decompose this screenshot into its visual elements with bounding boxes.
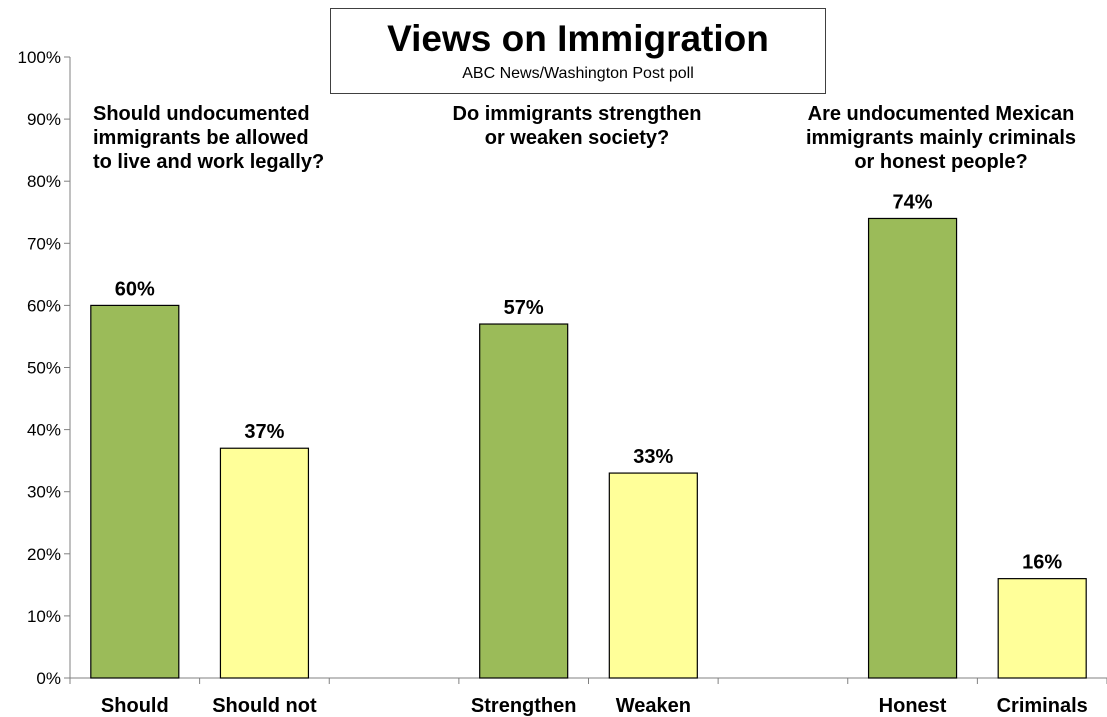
y-tick-label: 40% [27, 421, 61, 440]
bars [90, 217, 1087, 679]
y-tick-label: 0% [36, 669, 61, 688]
y-tick-label: 70% [27, 234, 61, 253]
y-tick-label: 100% [18, 48, 61, 67]
bar-weaken [608, 472, 698, 679]
question-3-line-3: or honest people? [854, 151, 1028, 173]
bar-honest [867, 217, 958, 679]
chart-subtitle: ABC News/Washington Post poll [462, 65, 694, 82]
bar-value-label: 16% [1022, 552, 1062, 574]
question-2-line-1: Do immigrants strengthen [452, 103, 702, 125]
y-tick-label: 90% [27, 110, 61, 129]
bar-value-label: 37% [244, 421, 284, 443]
bar-strengthen [479, 323, 569, 679]
question-3-line-1: Are undocumented Mexican [807, 103, 1075, 125]
category-label: Weaken [616, 695, 691, 717]
title-box: Views on Immigration ABC News/Washington… [330, 8, 826, 94]
category-label: Honest [879, 695, 947, 717]
chart-title: Views on Immigration [387, 18, 769, 59]
question-2-line-2: or weaken society? [484, 127, 670, 149]
bar-should-not [219, 447, 310, 679]
category-label: Strengthen [471, 695, 577, 717]
labels: 60% Should 37% Should not 57% Strengthen 33% We… [101, 191, 1088, 717]
question-3: Are undocumented Mexican immigrants main… [776, 102, 1106, 174]
question-1-line-1: Should undocumented [93, 103, 310, 125]
question-3-line-2: immigrants mainly criminals [805, 127, 1077, 149]
question-1: Should undocumented immigrants be allowe… [93, 102, 324, 174]
bar-value-label: 60% [115, 278, 155, 300]
axes: 0% 10% 20% 30% 40% 50% 60% 70% 80% 90% 100% [18, 48, 1107, 688]
bar-should [90, 304, 180, 679]
y-tick-label: 30% [27, 483, 61, 502]
question-1-line-3: to live and work legally? [93, 151, 325, 173]
y-tick-label: 80% [27, 172, 61, 191]
y-tick-label: 20% [27, 545, 61, 564]
y-tick-label: 60% [27, 296, 61, 315]
category-label: Should [101, 695, 169, 717]
question-2: Do immigrants strengthen or weaken socie… [412, 102, 742, 150]
category-label: Criminals [997, 695, 1088, 717]
y-tick-label: 50% [27, 359, 61, 378]
bar-value-label: 74% [893, 191, 933, 213]
bar-criminals [997, 578, 1087, 679]
y-tick-label: 10% [27, 607, 61, 626]
bar-value-label: 57% [504, 297, 544, 319]
question-1-line-2: immigrants be allowed [93, 127, 309, 149]
category-label: Should not [212, 695, 317, 717]
bar-value-label: 33% [633, 446, 673, 468]
